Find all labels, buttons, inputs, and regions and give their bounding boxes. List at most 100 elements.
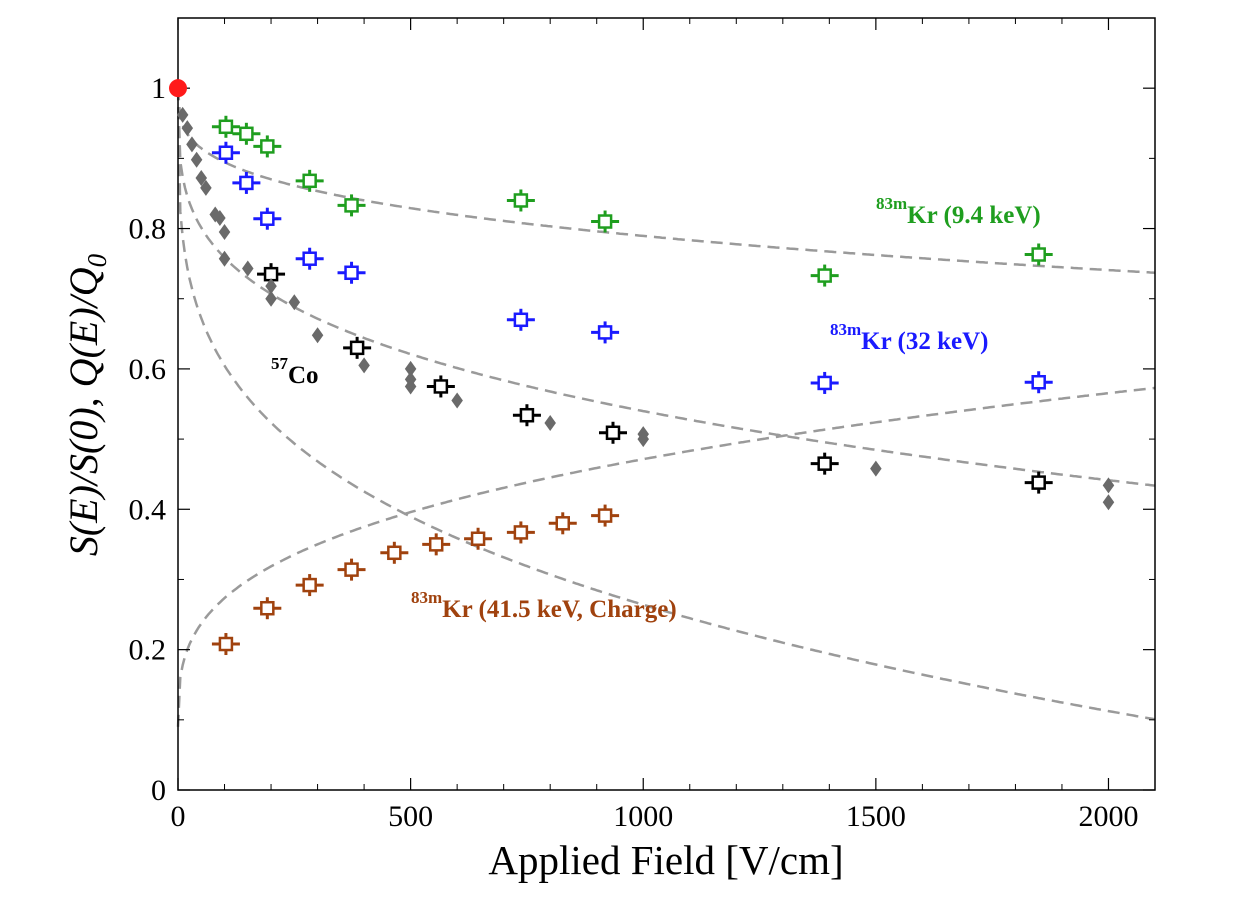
x-tick-labels: 0 500 1000 1500 2000 (171, 800, 1139, 833)
data-point-diamond (214, 210, 226, 227)
series-label-co-57-sup: 57 (271, 354, 289, 373)
data-point-square (513, 525, 529, 540)
data-point-square (302, 173, 317, 189)
series-label-kr-41-5-main: Kr (41.5 keV, Charge) (442, 596, 676, 623)
data-point-square (218, 636, 234, 652)
data-point (295, 574, 324, 597)
data-point-square (344, 562, 359, 577)
data-point (253, 597, 282, 620)
data-point (232, 171, 261, 194)
data-point-square (239, 126, 254, 142)
data-point (343, 336, 372, 359)
data-point-square (260, 211, 275, 226)
data-point-square (513, 312, 529, 328)
data-point (211, 141, 240, 164)
y-axis-title-subscript: 0 (82, 253, 112, 267)
data-point (1024, 371, 1053, 394)
data-point (598, 421, 627, 444)
data-point-diamond (200, 179, 212, 196)
y-tick-label: 0 (151, 774, 166, 807)
data-point (1024, 471, 1053, 494)
data-point (295, 169, 324, 192)
data-point (253, 135, 282, 158)
data-point-square (1031, 247, 1046, 262)
data-point-diamond (404, 360, 417, 377)
data-point (295, 247, 324, 270)
data-point-diamond (265, 278, 277, 295)
data-point (810, 371, 839, 394)
data-point-square (555, 516, 571, 531)
data-point-square (513, 193, 529, 208)
fit-curves (176, 88, 1156, 727)
y-axis-title: S(E)/S(0), Q(E)/Q0 (61, 253, 112, 556)
x-tick-label: 2000 (1078, 800, 1138, 833)
data-point-diamond (181, 120, 194, 137)
data-point-square (817, 375, 832, 391)
data-point-square (387, 545, 402, 561)
series-label-kr-41-5: 83mKr (41.5 keV, Charge) (411, 588, 677, 623)
data-point-square (433, 379, 449, 394)
data-points (169, 79, 1115, 656)
data-point-square (597, 214, 613, 229)
data-point-square (817, 268, 832, 283)
y-tick-label: 0.8 (129, 213, 167, 246)
data-point-square (1031, 475, 1046, 490)
data-point-diamond (1102, 494, 1115, 511)
data-point-square (239, 175, 254, 191)
data-point-square (605, 425, 621, 441)
data-point (422, 533, 451, 556)
series-label-kr-9-4-sup: 83m (876, 194, 907, 213)
data-point-diamond (265, 290, 277, 307)
data-point (548, 512, 577, 535)
data-point (253, 207, 282, 230)
data-point-diamond (404, 378, 417, 395)
data-point (211, 115, 240, 138)
data-point (591, 210, 620, 233)
data-point-diamond (218, 250, 231, 267)
data-point-square (302, 251, 317, 266)
data-point (810, 264, 839, 287)
data-point-diamond (637, 431, 649, 448)
data-point (506, 308, 535, 331)
data-point (512, 404, 541, 427)
y-tick-label: 0.2 (129, 634, 167, 667)
data-point (426, 375, 455, 398)
data-point-diamond (288, 294, 301, 311)
data-point-square (519, 407, 535, 423)
series-label-co-57: 57Co (271, 354, 319, 389)
reference-point (169, 79, 187, 98)
series-label-co-57-main: Co (288, 362, 319, 389)
data-point-square (1031, 374, 1046, 390)
data-point (591, 504, 620, 527)
data-point-diamond (190, 151, 203, 168)
y-tick-label: 1 (151, 72, 166, 105)
data-point (506, 521, 535, 544)
data-point-diamond (311, 327, 324, 344)
x-tick-label: 0 (171, 800, 186, 833)
data-point (506, 189, 535, 212)
data-point (337, 558, 366, 581)
data-point-diamond (242, 260, 254, 277)
data-point (380, 541, 409, 564)
fit-curve (176, 88, 1156, 487)
y-axis-title-main: S(E)/S(0), Q(E)/Q (61, 267, 106, 556)
data-point-diamond (1102, 477, 1115, 494)
axis-ticks (177, 17, 1155, 791)
data-point-square (260, 139, 275, 154)
y-axis-title-group: S(E)/S(0), Q(E)/Q0 (61, 253, 112, 556)
data-point (591, 321, 620, 344)
series-label-kr-9-4: 83mKr (9.4 keV) (876, 194, 1041, 229)
data-point-diamond (186, 136, 198, 153)
plot-area-border (177, 17, 1156, 791)
y-tick-label: 0.4 (129, 493, 167, 526)
x-tick-label: 1000 (613, 800, 673, 833)
x-tick-label: 1500 (846, 800, 906, 833)
series-label-kr-41-5-sup: 83m (411, 588, 442, 607)
data-point-square (260, 600, 275, 616)
data-point-diamond (176, 106, 189, 123)
data-point (464, 527, 493, 550)
data-point-diamond (451, 392, 463, 409)
series-label-kr-32: 83mKr (32 keV) (830, 320, 988, 355)
y-tick-label: 0.6 (129, 353, 167, 386)
data-point-diamond (358, 357, 370, 374)
